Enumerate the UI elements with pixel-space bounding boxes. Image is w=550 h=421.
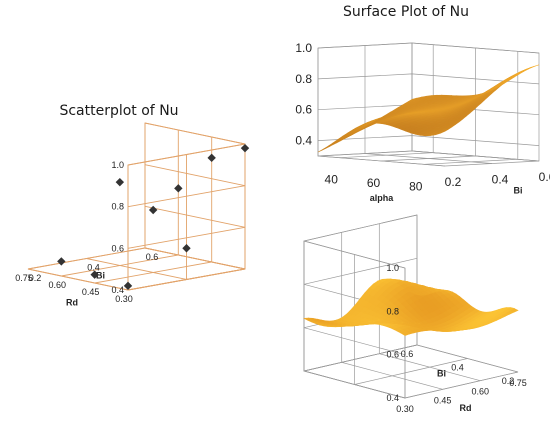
y-tick-label: 0.2 (29, 273, 42, 283)
y-tick-label: 0.4 (451, 363, 464, 373)
x-tick-label: 0.75 (509, 378, 527, 388)
x-axis-label: Rd (66, 298, 78, 308)
surface-chart-rd-bi: 0.4 0.6 0.8 1.0 0.30 0.45 0.60 0.750.2 0.4 0.6 Rd B… (302, 214, 527, 414)
z-tick-label: 0.8 (386, 306, 399, 316)
y-axis-label: Bi (437, 369, 446, 379)
x-axis-label: Rd (460, 403, 472, 413)
scatter-point (115, 177, 125, 187)
y-gridline (354, 254, 468, 385)
z-gridline (317, 42, 540, 54)
scatter-point (148, 205, 158, 215)
z-tick-label: 1.0 (386, 263, 399, 273)
y-tick-label: 0.4 (492, 173, 509, 187)
z-gridline (317, 135, 540, 146)
z-tick-label: 0.8 (295, 72, 312, 86)
x-tick-label: 0.75 (15, 273, 33, 283)
surface-patch (408, 97, 418, 102)
y-tick-label: 0.6 (401, 349, 414, 359)
scatter-chart-title: Scatterplot of Nu (59, 103, 178, 119)
y-tick-label: 0.4 (87, 263, 100, 273)
x-gridline (27, 123, 146, 270)
scatter-point (123, 281, 133, 291)
y-axis-label: Bi (514, 186, 523, 196)
y-gridline (317, 48, 446, 167)
scatter-point (57, 257, 66, 266)
z-tick-label: 0.4 (295, 134, 312, 148)
z-tick-label: 0.6 (386, 350, 399, 360)
surface-patch (302, 317, 314, 321)
x-tick-label: 60 (367, 176, 381, 190)
z-tick-label: 0.6 (111, 243, 124, 253)
scatter-chart: 0.4 0.6 0.8 1.0 0.30 0.45 0.60 0.750.2 0.4 0.6 Rd B… (15, 122, 250, 308)
scatter-point (90, 270, 99, 279)
y-gridline (27, 165, 129, 291)
y-tick-label: 0.6 (539, 170, 550, 184)
y-gridline (364, 45, 493, 164)
z-tick-label: 0.8 (111, 202, 124, 212)
z-gridline (303, 214, 418, 269)
surface-chart-alpha-bi: 0.4 0.6 0.8 1.0 40 60 80 0.2 0.4 0.6 alpha Bi (295, 41, 550, 203)
y-tick-label: 0.6 (146, 252, 159, 262)
y-tick-label: 0.2 (445, 175, 462, 189)
x-tick-label: 0.45 (434, 395, 452, 405)
x-tick-label: 40 (325, 173, 339, 187)
x-tick-label: 0.60 (472, 387, 490, 397)
y-gridline (144, 144, 246, 270)
x-tick-label: 0.45 (82, 287, 100, 297)
z-tick-label: 1.0 (111, 160, 124, 170)
z-tick-label: 1.0 (295, 41, 312, 55)
z-tick-label: 0.4 (386, 393, 399, 403)
scatter-point (240, 143, 250, 153)
z-tick-label: 0.6 (295, 103, 312, 117)
back-wall (144, 122, 246, 270)
surface-chart-title: Surface Plot of Nu (343, 4, 469, 20)
z-tick-label: 0.4 (111, 285, 124, 295)
x-tick-label: 80 (409, 179, 423, 193)
x-tick-label: 0.30 (115, 294, 133, 304)
y-gridline (303, 241, 418, 372)
y-axis-label: Bi (96, 271, 105, 281)
y-gridline (86, 154, 187, 281)
scatter-point (174, 184, 183, 193)
x-tick-label: 0.60 (49, 280, 67, 290)
scatter-point (207, 153, 216, 163)
scatter-point (182, 244, 191, 253)
x-tick-label: 0.30 (396, 404, 414, 414)
x-axis-label: alpha (370, 193, 395, 203)
y-tick-label: 0.2 (502, 376, 515, 386)
y-gridline (411, 43, 540, 162)
